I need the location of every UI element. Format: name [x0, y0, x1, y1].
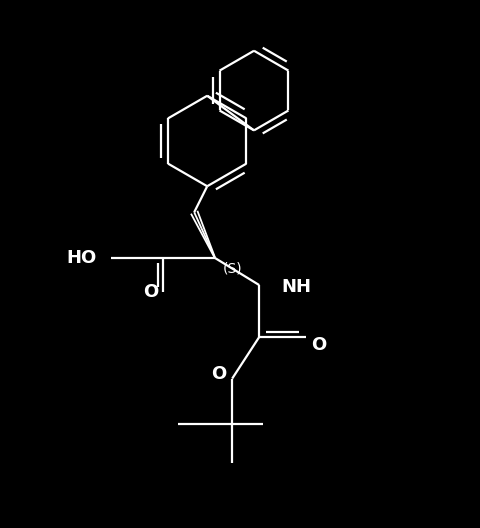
Text: (S): (S) [223, 261, 243, 275]
Text: HO: HO [67, 249, 97, 267]
Text: NH: NH [281, 278, 311, 296]
Text: O: O [312, 336, 326, 354]
Text: O: O [212, 365, 227, 383]
Text: O: O [144, 283, 158, 301]
